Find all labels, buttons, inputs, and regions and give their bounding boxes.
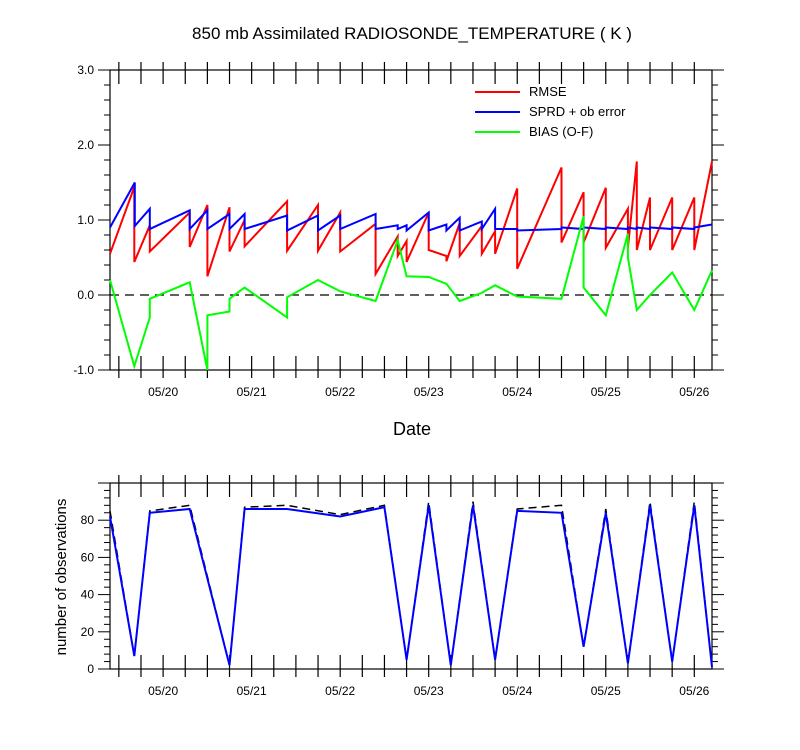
y-tick-label: 2.0 [77,138,94,152]
x-tick-label: 05/22 [325,684,355,698]
x-tick-label: 05/21 [237,684,267,698]
x-tick-label: 05/21 [237,385,267,399]
series-line-rmse [109,161,713,278]
bottom-plot: 05/20 05/21 05/22 05/23 05/24 05/25 05/26 0 20 40… [81,475,724,698]
y-tick-label: -1.0 [73,363,94,377]
x-tick-label: 05/20 [148,385,178,399]
x-tick-label: 05/23 [414,684,444,698]
x-tick-label: 05/20 [148,684,178,698]
top-plot: 05/20 05/21 05/22 05/23 05/24 05/25 05/26 -1.0 0… [73,62,724,399]
legend-label-bias: BIAS (O-F) [529,124,593,139]
x-tick-label: 05/24 [502,385,532,399]
x-tick-label: 05/26 [679,385,709,399]
y-tick-label: 3.0 [77,63,94,77]
legend: RMSE SPRD + ob error BIAS (O-F) [475,84,626,139]
x-tick-label: 05/26 [679,684,709,698]
chart-title: 850 mb Assimilated RADIOSONDE_TEMPERATUR… [192,24,632,43]
plot-frame-bottom [109,482,713,670]
x-tick-label: 05/24 [502,684,532,698]
x-axis-title: Date [393,419,431,439]
y-tick-label: 80 [81,513,95,527]
y-tick-label: 20 [81,625,95,639]
x-tick-label: 05/22 [325,385,355,399]
y-tick-label: 40 [81,588,95,602]
y-tick-label: 60 [81,550,95,564]
y-tick-label: 1.0 [77,213,94,227]
series-line-bias-o-f- [109,216,713,371]
y-axis-title-observations: number of observations [53,499,70,656]
series-line-used [109,505,713,668]
y-tick-label: 0 [87,662,94,676]
legend-label-sprd: SPRD + ob error [529,104,626,119]
x-tick-label: 05/25 [591,385,621,399]
series-line-sprd-ob-error [109,182,713,233]
y-tick-label: 0.0 [77,288,94,302]
x-tick-label: 05/23 [414,385,444,399]
legend-label-rmse: RMSE [529,84,567,99]
series-line-possible [109,501,713,668]
x-tick-label: 05/25 [591,684,621,698]
